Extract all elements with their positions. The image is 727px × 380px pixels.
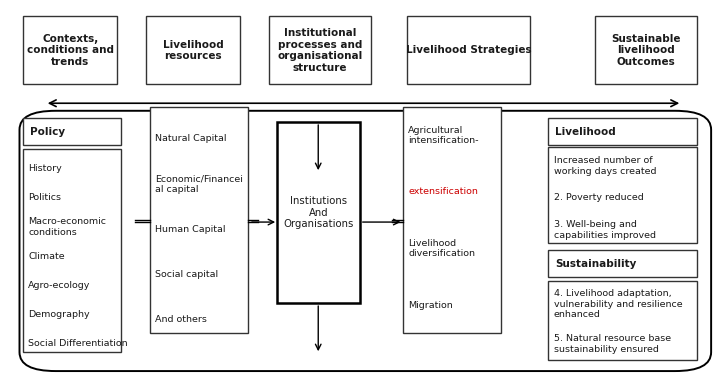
FancyBboxPatch shape <box>276 122 360 303</box>
Text: Sustainability: Sustainability <box>555 258 637 269</box>
FancyBboxPatch shape <box>595 16 696 84</box>
Text: Livelihood: Livelihood <box>555 127 616 136</box>
FancyBboxPatch shape <box>548 118 696 145</box>
Text: Institutional
processes and
organisational
structure: Institutional processes and organisation… <box>278 28 363 73</box>
FancyBboxPatch shape <box>23 149 121 352</box>
Text: Migration: Migration <box>409 301 453 310</box>
Text: Contexts,
conditions and
trends: Contexts, conditions and trends <box>27 34 113 67</box>
FancyBboxPatch shape <box>548 147 696 243</box>
FancyBboxPatch shape <box>23 16 117 84</box>
Text: Institutions
And
Organisations: Institutions And Organisations <box>283 196 353 229</box>
Text: Sustainable
livelihood
Outcomes: Sustainable livelihood Outcomes <box>611 34 680 67</box>
Text: Livelihood
diversification: Livelihood diversification <box>409 239 475 258</box>
FancyBboxPatch shape <box>548 250 696 277</box>
Text: Increased number of
working days created: Increased number of working days created <box>554 156 656 176</box>
Text: Demography: Demography <box>28 310 90 319</box>
Text: Livelihood Strategies: Livelihood Strategies <box>406 46 531 55</box>
Text: Agro-ecology: Agro-ecology <box>28 281 91 290</box>
Text: 2. Poverty reduced: 2. Poverty reduced <box>554 193 643 203</box>
FancyBboxPatch shape <box>146 16 241 84</box>
Text: Livelihood
resources: Livelihood resources <box>163 40 224 61</box>
Text: Politics: Politics <box>28 193 61 203</box>
Text: Climate: Climate <box>28 252 65 261</box>
FancyBboxPatch shape <box>403 107 501 333</box>
Text: extensification: extensification <box>409 187 478 196</box>
FancyBboxPatch shape <box>20 111 711 371</box>
FancyBboxPatch shape <box>269 16 371 84</box>
Text: Social Differentiation: Social Differentiation <box>28 339 128 348</box>
FancyBboxPatch shape <box>150 107 248 333</box>
FancyBboxPatch shape <box>23 118 121 145</box>
Text: 4. Livelihood adaptation,
vulnerability and resilience
enhanced: 4. Livelihood adaptation, vulnerability … <box>554 290 683 319</box>
Text: Natural Capital: Natural Capital <box>155 134 226 143</box>
Text: History: History <box>28 165 62 173</box>
Text: Agricultural
intensification-: Agricultural intensification- <box>409 126 479 145</box>
Text: Social capital: Social capital <box>155 270 218 279</box>
Text: Policy: Policy <box>31 127 65 136</box>
FancyBboxPatch shape <box>407 16 530 84</box>
FancyBboxPatch shape <box>548 280 696 360</box>
Text: 3. Well-being and
capabilities improved: 3. Well-being and capabilities improved <box>554 220 656 240</box>
Text: Macro-economic
conditions: Macro-economic conditions <box>28 217 106 237</box>
Text: 5. Natural resource base
sustainability ensured: 5. Natural resource base sustainability … <box>554 334 671 354</box>
Text: And others: And others <box>155 315 206 324</box>
Text: Human Capital: Human Capital <box>155 225 225 234</box>
Text: Economic/Financei
al capital: Economic/Financei al capital <box>155 174 243 194</box>
